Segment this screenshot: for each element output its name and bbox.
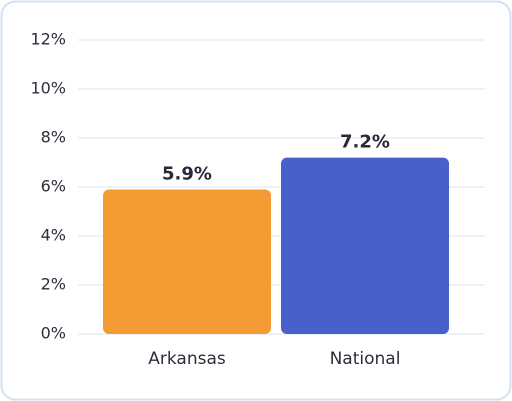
y-tick-label: 8% bbox=[41, 128, 66, 147]
value-label: 5.9% bbox=[162, 163, 212, 184]
bar bbox=[281, 157, 449, 334]
y-tick-label: 4% bbox=[41, 226, 66, 245]
y-tick-label: 10% bbox=[30, 79, 66, 98]
y-tick-label: 2% bbox=[41, 275, 66, 294]
value-label: 7.2% bbox=[340, 132, 390, 153]
x-tick-label: National bbox=[330, 349, 401, 369]
y-tick-label: 0% bbox=[41, 324, 66, 343]
y-tick-label: 12% bbox=[30, 30, 66, 49]
y-tick-label: 6% bbox=[41, 177, 66, 196]
x-tick-label: Arkansas bbox=[148, 349, 226, 369]
bar bbox=[103, 189, 271, 334]
